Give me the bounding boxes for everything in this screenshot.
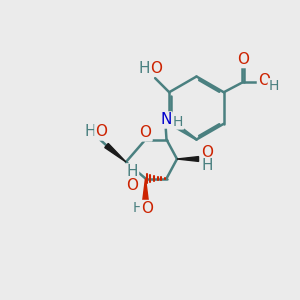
Text: O: O bbox=[95, 124, 107, 140]
Polygon shape bbox=[143, 178, 148, 200]
Polygon shape bbox=[177, 157, 199, 161]
Text: O: O bbox=[237, 52, 249, 67]
Text: H: H bbox=[269, 79, 279, 93]
Text: O: O bbox=[258, 73, 270, 88]
Text: O: O bbox=[140, 125, 152, 140]
Text: H: H bbox=[133, 202, 143, 215]
Text: O: O bbox=[150, 61, 162, 76]
Text: O: O bbox=[126, 178, 138, 193]
Text: H: H bbox=[173, 115, 183, 128]
Text: H: H bbox=[139, 61, 150, 76]
Text: O: O bbox=[201, 145, 213, 160]
Text: N: N bbox=[160, 112, 172, 128]
Polygon shape bbox=[105, 143, 126, 162]
Text: H: H bbox=[201, 158, 213, 173]
Text: H: H bbox=[127, 164, 138, 179]
Text: O: O bbox=[141, 201, 153, 216]
Text: H: H bbox=[84, 124, 96, 140]
